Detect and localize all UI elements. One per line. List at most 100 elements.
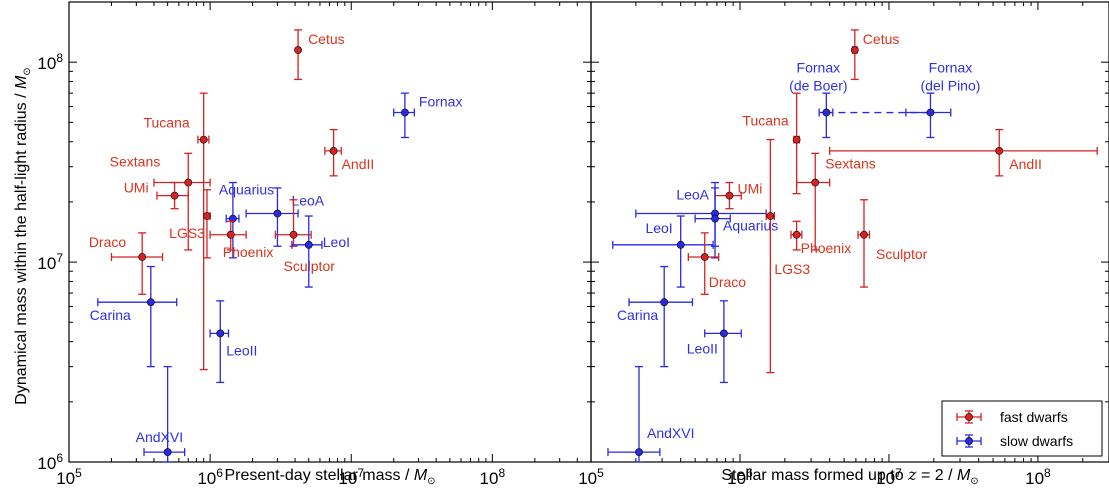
point-phoenix: Phoenix [790, 220, 852, 256]
point-carina: Carina [90, 265, 178, 368]
legend: fast dwarfs slow dwarfs [941, 400, 1103, 457]
point-label: Phoenix [223, 244, 274, 260]
point-label: Carina [617, 307, 658, 323]
marker [725, 191, 734, 200]
point-label: Aquarius [723, 218, 778, 234]
point-label: UMi [737, 181, 762, 197]
marker [294, 46, 302, 54]
point-label: Draco [709, 274, 747, 290]
point-label: UMi [124, 180, 149, 196]
point-label: Sculptor [876, 246, 928, 262]
point-andxvi: AndXVI [607, 365, 694, 463]
point-leoi: LeoI [612, 215, 714, 288]
point-phoenix: Phoenix [209, 220, 274, 260]
marker [995, 146, 1004, 155]
point-draco: Draco [687, 232, 747, 295]
y-tick-label: 106 [37, 451, 63, 473]
point-leoii: LeoII [687, 300, 742, 384]
marker [635, 448, 643, 457]
point-label: AndII [1009, 156, 1042, 172]
marker [226, 230, 235, 239]
plot-frame-left [68, 1, 592, 463]
point-andii: AndII [829, 128, 1098, 177]
point-label: Fornax (del Pino) [921, 60, 981, 94]
marker [711, 214, 719, 223]
point-label: LeoA [291, 193, 324, 209]
y-tick-label: 107 [37, 251, 63, 273]
point-carina: Carina [617, 265, 694, 368]
x-tick-label: 106 [197, 466, 223, 488]
marker [228, 214, 237, 223]
point-label: LeoII [687, 340, 718, 356]
marker [400, 108, 409, 117]
point-leoii: LeoII [209, 300, 257, 384]
marker [170, 191, 179, 200]
marker [792, 135, 801, 144]
point-label: Phoenix [801, 240, 852, 256]
marker [766, 212, 775, 220]
x-tick-label: 105 [578, 466, 604, 488]
marker [146, 298, 155, 307]
panel-right: 105 106 107 108 Cetus Fornax (de Boer) Fornax (d… [578, 1, 1109, 488]
point-label: Draco [89, 234, 127, 250]
marker [199, 135, 208, 144]
point-umi: UMi [124, 180, 189, 210]
marker [163, 448, 172, 457]
point-label: Fornax [419, 94, 463, 110]
marker [700, 253, 709, 261]
point-sculptor: Sculptor [857, 199, 928, 288]
y-tick-label: 108 [37, 51, 63, 73]
point-aquarius: Aquarius [219, 182, 274, 259]
marker [216, 329, 225, 338]
marker [926, 108, 935, 117]
marker [329, 146, 338, 155]
point-draco: Draco [89, 232, 164, 295]
point-label: Sextans [110, 154, 161, 170]
point-label: LeoII [226, 342, 257, 358]
x-tick-label: 106 [727, 466, 753, 488]
marker [860, 230, 868, 239]
legend-dot [965, 437, 973, 445]
x-tick-label: 105 [56, 466, 82, 488]
marker [289, 230, 298, 239]
x-tick-label: 108 [480, 466, 506, 488]
marker [273, 209, 282, 218]
point-label: Cetus [308, 31, 345, 47]
legend-fast-label: fast dwarfs [1000, 409, 1068, 425]
marker [792, 230, 801, 239]
point-tucana: Tucana [742, 92, 801, 195]
point-label: Tucana [742, 113, 788, 129]
point-label: LeoI [645, 220, 672, 236]
y-axis-label: Dynamical mass within the half-light rad… [13, 67, 33, 404]
point-label: Sextans [825, 156, 876, 172]
point-umi: UMi [714, 181, 762, 210]
legend-dot [965, 413, 973, 421]
marker [822, 108, 831, 117]
point-label: AndXVI [136, 429, 183, 445]
point-sextans: Sextans [110, 152, 211, 251]
marker [660, 298, 669, 307]
point-cetus: Cetus [850, 29, 900, 81]
marker [719, 329, 728, 338]
point-sextans: Sextans [795, 152, 876, 251]
point-andxvi: AndXVI [136, 365, 186, 463]
point-lgs3: LGS3 [765, 138, 810, 374]
legend-slow-marker [956, 434, 982, 448]
x-tick-label: 107 [876, 466, 902, 488]
point-label: Aquarius [219, 182, 274, 198]
point-leoi: LeoI [291, 215, 350, 288]
point-lgs3: LGS3 [169, 189, 211, 259]
marker [676, 240, 685, 249]
point-leoa: LeoA [245, 187, 325, 247]
marker [184, 178, 193, 187]
point-fornax-del-pino: Fornax (del Pino) [905, 60, 981, 139]
point-label: Carina [90, 307, 131, 323]
marker [304, 240, 313, 249]
legend-slow-label: slow dwarfs [1000, 433, 1073, 449]
point-label: Cetus [863, 31, 900, 47]
panels: 105 106 107 108106107108CetusFornaxTucanaAn… [37, 1, 1109, 488]
point-fornax: Fornax [393, 92, 463, 139]
marker [138, 253, 147, 261]
point-fornax-de-boer: Fornax (de Boer) [789, 60, 848, 139]
